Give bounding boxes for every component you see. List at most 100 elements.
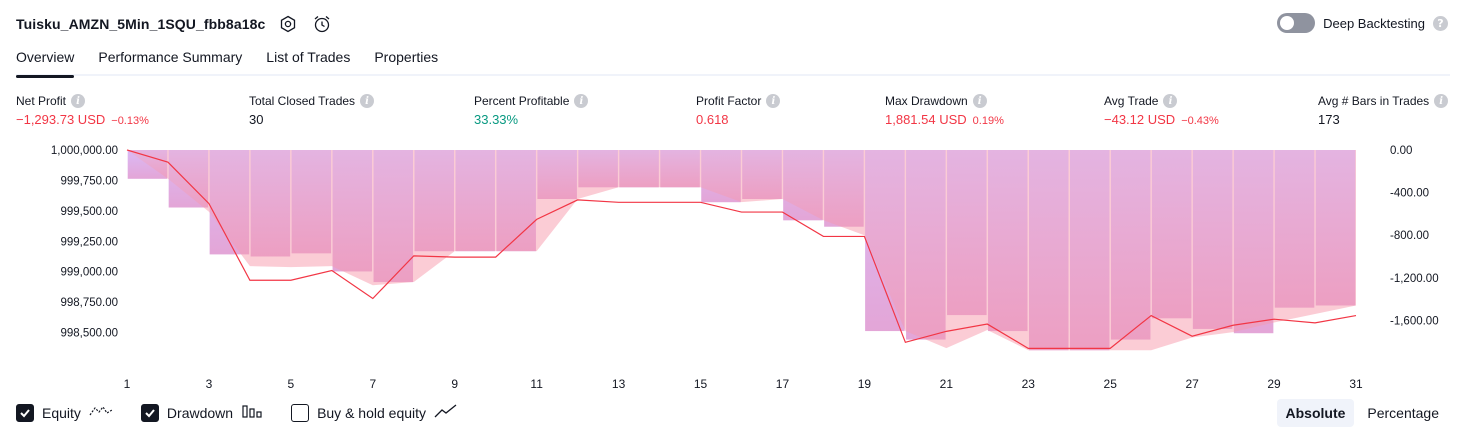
y-right-tick-label: -800.00 xyxy=(1390,230,1429,242)
y-right-tick-label: -1,200.00 xyxy=(1390,273,1439,285)
y-left-tick-label: 999,750.00 xyxy=(60,175,118,187)
drawdown-bar-shade xyxy=(988,150,1028,332)
metric-value: 1,881.54 USD xyxy=(885,112,967,127)
equity-checkbox[interactable] xyxy=(16,403,34,422)
x-tick-label: 3 xyxy=(206,377,213,391)
x-tick-label: 23 xyxy=(1022,377,1036,391)
y-left-tick-label: 999,500.00 xyxy=(60,206,118,218)
info-icon[interactable]: i xyxy=(1434,94,1449,108)
metric-max-drawdown: Max Drawdown i 1,881.54 USD 0.19% xyxy=(885,94,1004,127)
legend-label: Equity xyxy=(42,404,81,421)
info-icon[interactable]: i xyxy=(574,94,589,108)
drawdown-bar-shade xyxy=(1069,150,1110,351)
drawdown-bar-shade xyxy=(660,150,700,188)
metric-label: Max Drawdown xyxy=(885,94,968,108)
left-axis-ticks: 1,000,000.00 999,750.00 999,500.00 999,250.… xyxy=(51,145,118,340)
metric-label: Percent Profitable xyxy=(474,94,570,108)
x-tick-label: 15 xyxy=(694,377,708,391)
y-left-tick-label: 1,000,000.00 xyxy=(51,145,118,157)
metric-label: Profit Factor xyxy=(696,94,762,108)
x-tick-label: 13 xyxy=(612,377,626,391)
x-tick-label: 31 xyxy=(1349,377,1363,391)
x-tick-label: 11 xyxy=(530,377,543,391)
absolute-button[interactable]: Absolute xyxy=(1276,399,1355,427)
equity-line xyxy=(126,149,1357,349)
metric-value: 30 xyxy=(249,112,264,127)
x-tick-label: 27 xyxy=(1185,377,1199,391)
drawdown-bar-shade xyxy=(1274,150,1315,308)
legend-drawdown[interactable]: Drawdown xyxy=(140,403,263,422)
info-icon[interactable]: i xyxy=(972,94,987,108)
legend-label: Drawdown xyxy=(166,404,234,421)
drawdown-bar-shade xyxy=(332,150,373,272)
drawdown-bar-shade xyxy=(537,150,577,199)
drawdown-bar-shade xyxy=(373,150,414,283)
y-left-tick-label: 999,000.00 xyxy=(60,267,118,279)
chart-legend: Equity Drawdown Buy & hold equity xyxy=(16,403,486,422)
equity-drawdown-chart[interactable]: 1,000,000.00 999,750.00 999,500.00 999,250.… xyxy=(0,138,1466,394)
buy-hold-line-icon xyxy=(434,403,458,422)
legend-equity[interactable]: Equity xyxy=(16,403,113,422)
tab-properties[interactable]: Properties xyxy=(374,49,439,65)
tab-bar: Overview Performance Summary List of Tra… xyxy=(16,44,1450,78)
drawdown-bar-shade xyxy=(783,150,823,221)
drawdown-bar-shade xyxy=(127,150,168,179)
alarm-clock-icon[interactable] xyxy=(311,13,333,35)
drawdown-bar-shade xyxy=(619,150,659,188)
drawdown-bar-shade xyxy=(1029,150,1069,351)
toggle-knob xyxy=(1280,16,1295,30)
strategy-name: Tuisku_AMZN_5Min_1SQU_fbb8a18c xyxy=(16,16,266,32)
metric-percent: −0.13% xyxy=(111,115,149,127)
metric-value: 173 xyxy=(1318,112,1340,127)
drawdown-bar-shade xyxy=(168,150,209,208)
info-icon[interactable]: i xyxy=(71,94,86,108)
drawdown-bars-icon xyxy=(241,403,263,422)
x-tick-label: 17 xyxy=(776,377,790,391)
drawdown-checkbox[interactable] xyxy=(140,403,159,422)
y-right-tick-label: -400.00 xyxy=(1390,188,1429,200)
settings-gear-icon[interactable] xyxy=(277,13,299,35)
info-icon[interactable]: i xyxy=(1163,94,1178,108)
x-axis-ticks: 1 3 5 7 9 11 13 15 17 19 21 23 25 27 29 31 xyxy=(124,377,1363,391)
drawdown-bar-shade xyxy=(824,150,864,227)
x-tick-label: 7 xyxy=(369,377,376,391)
buy-hold-checkbox[interactable] xyxy=(291,403,310,422)
drawdown-bar-shade xyxy=(742,150,782,199)
metric-label: Avg # Bars in Trades xyxy=(1318,94,1430,108)
info-icon[interactable]: i xyxy=(766,94,781,108)
percentage-button[interactable]: Percentage xyxy=(1367,405,1439,421)
strategy-header: Tuisku_AMZN_5Min_1SQU_fbb8a18c xyxy=(16,12,333,36)
x-tick-label: 19 xyxy=(858,377,872,391)
tab-overview[interactable]: Overview xyxy=(16,44,75,78)
metric-value: −1,293.73 USD xyxy=(16,112,106,127)
metric-total-closed-trades: Total Closed Trades i 30 xyxy=(249,94,375,127)
metric-percent: −0.43% xyxy=(1181,115,1219,127)
x-tick-label: 5 xyxy=(288,377,295,391)
metric-label: Avg Trade xyxy=(1104,94,1159,108)
equity-line-icon xyxy=(89,403,113,422)
drawdown-bar-shade xyxy=(701,150,741,203)
help-icon[interactable]: ? xyxy=(1433,15,1448,31)
tab-performance-summary[interactable]: Performance Summary xyxy=(98,49,243,65)
x-tick-label: 29 xyxy=(1267,377,1281,391)
legend-buy-hold-equity[interactable]: Buy & hold equity xyxy=(291,403,458,422)
x-tick-label: 21 xyxy=(940,377,954,391)
y-left-tick-label: 999,250.00 xyxy=(60,236,118,248)
drawdown-bar-shade xyxy=(455,150,495,252)
metric-avg-trade: Avg Trade i −43.12 USD −0.43% xyxy=(1104,94,1219,127)
legend-label: Buy & hold equity xyxy=(317,404,427,421)
drawdown-bar-shade xyxy=(1233,150,1274,334)
deep-backtesting-toggle[interactable] xyxy=(1277,13,1316,33)
drawdown-bar-shade xyxy=(1110,150,1151,340)
y-right-tick-label: 0.00 xyxy=(1390,145,1412,157)
drawdown-bar-shade xyxy=(291,150,332,254)
drawdown-bar-shade xyxy=(250,150,291,257)
drawdown-bar-shade xyxy=(496,150,536,252)
metric-percent-profitable: Percent Profitable i 33.33% xyxy=(474,94,589,127)
equity-series xyxy=(126,149,1357,349)
x-tick-label: 9 xyxy=(451,377,458,391)
info-icon[interactable]: i xyxy=(360,94,375,108)
drawdown-bar-shade xyxy=(906,150,946,340)
tab-list-of-trades[interactable]: List of Trades xyxy=(266,49,351,65)
right-axis-ticks: 0.00 -400.00 -800.00 -1,200.00 -1,600.00 xyxy=(1390,145,1439,327)
